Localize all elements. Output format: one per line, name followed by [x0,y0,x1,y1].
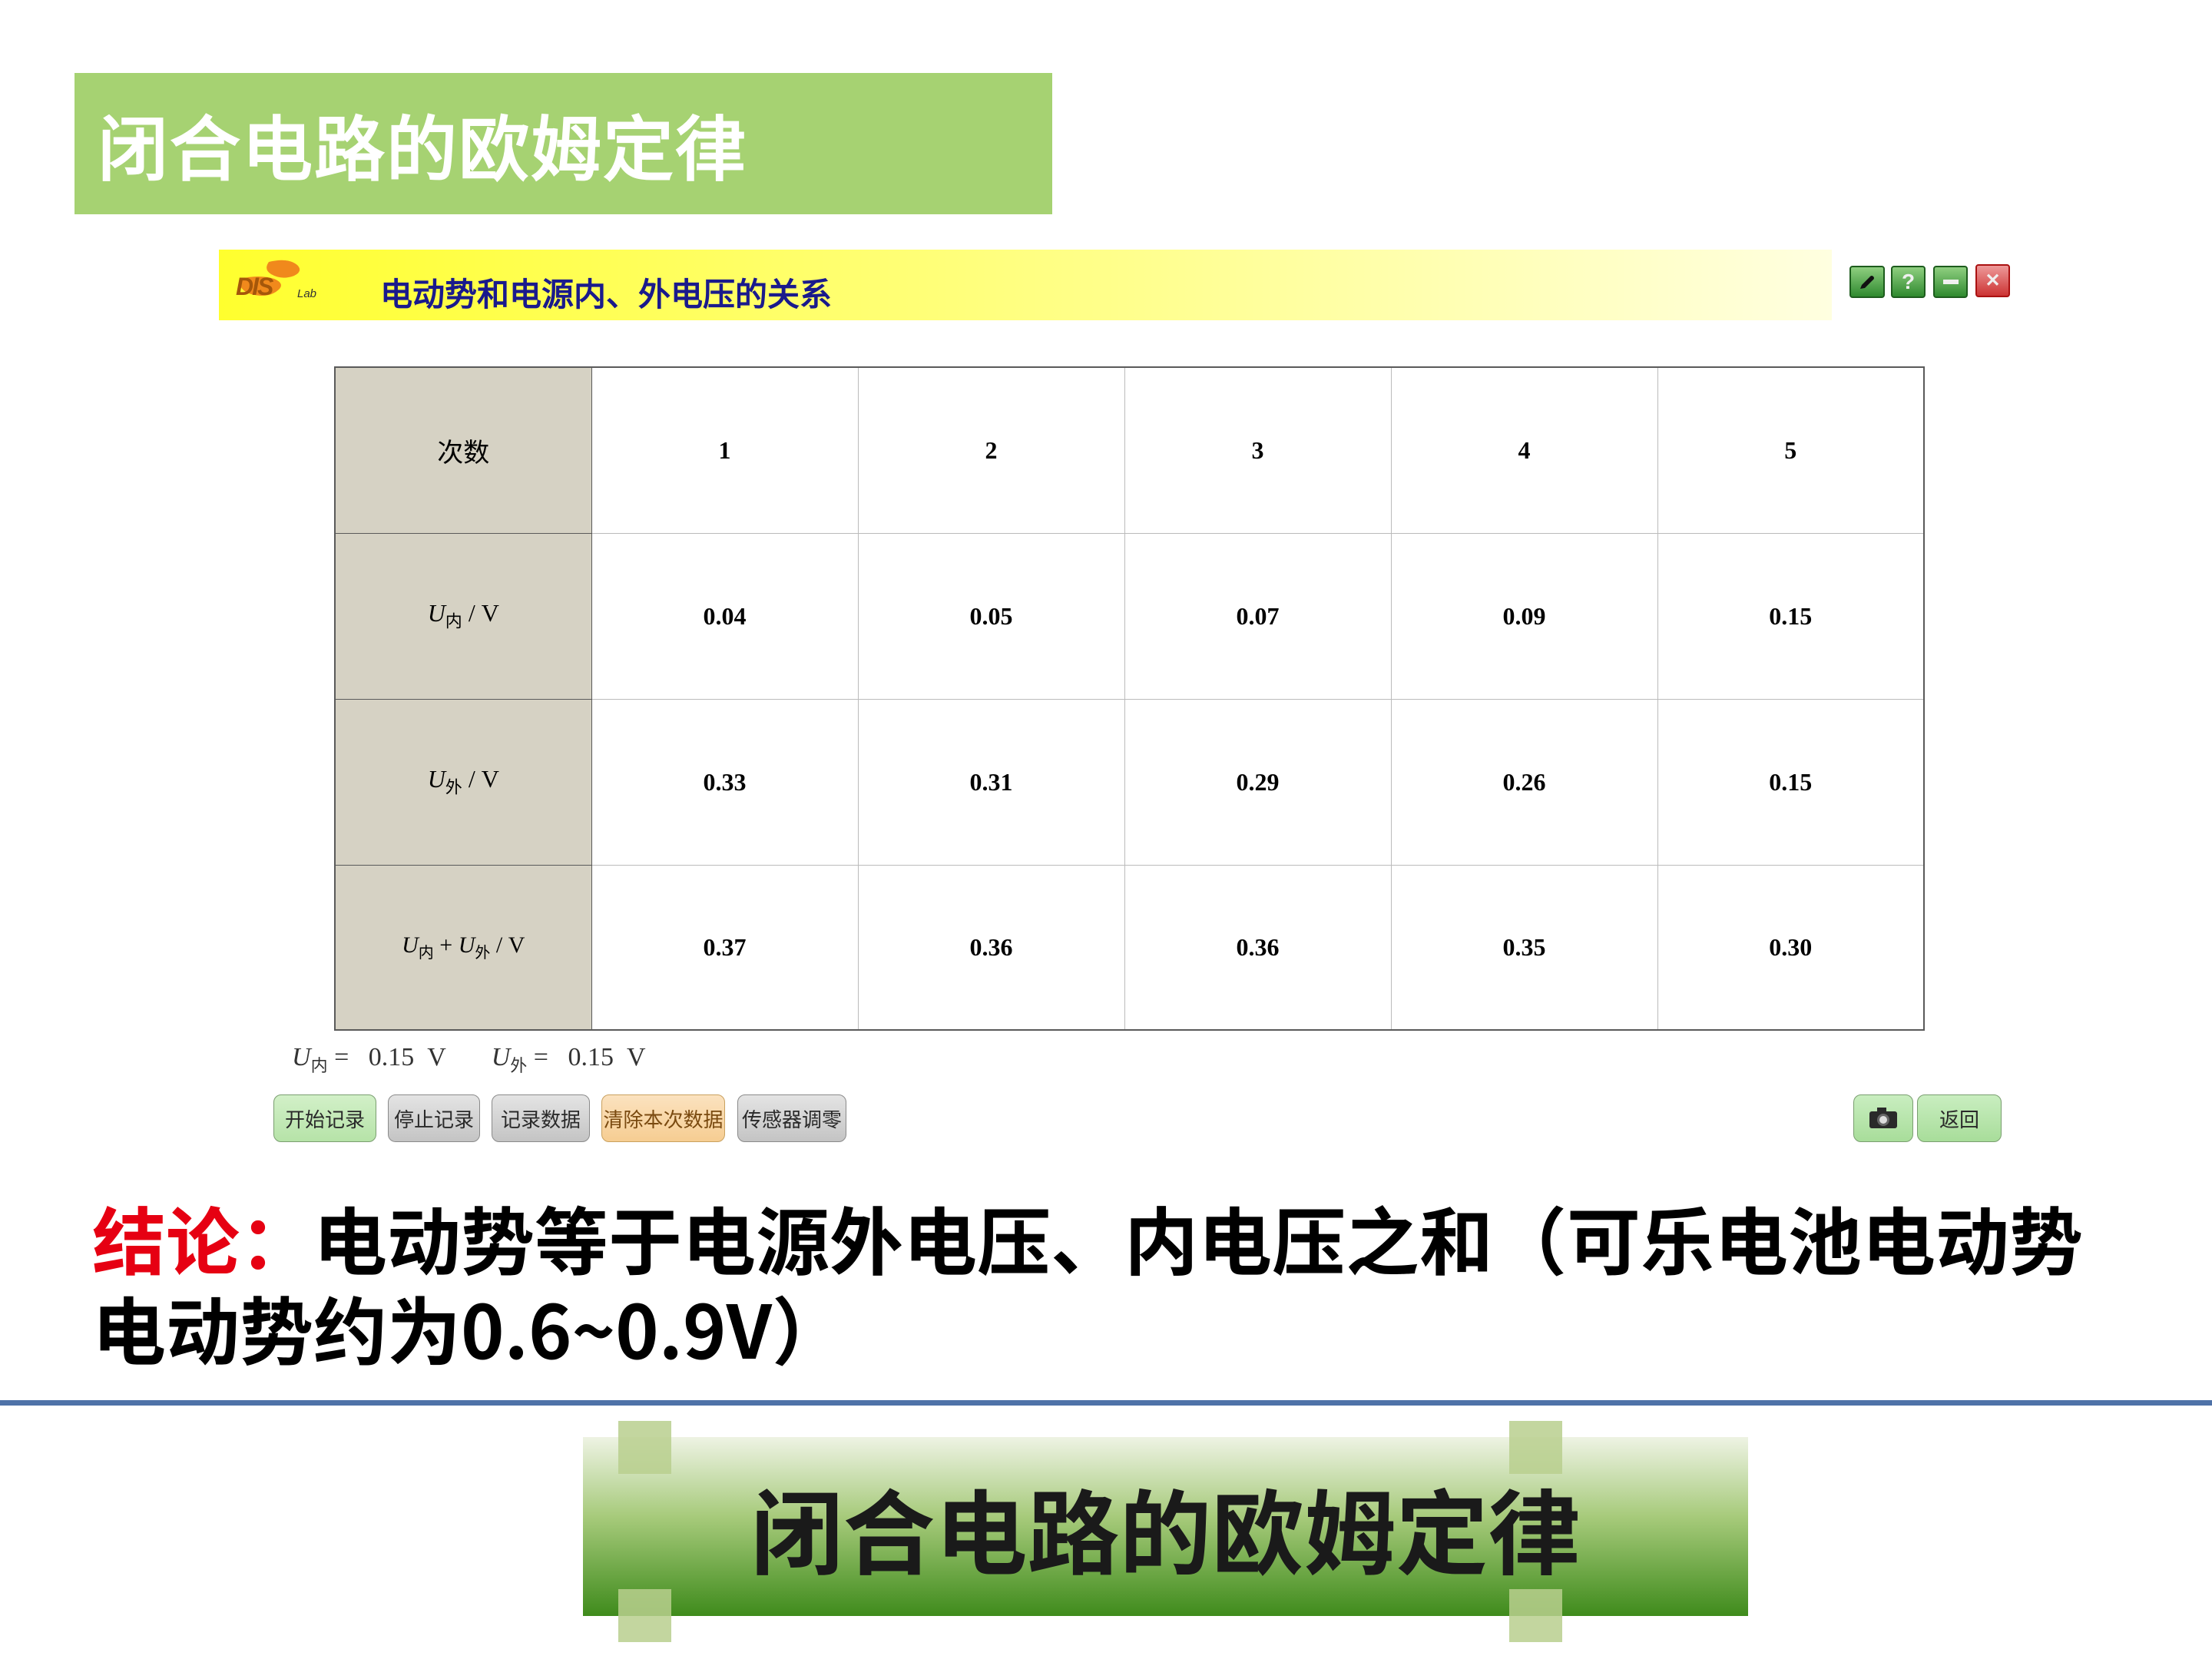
svg-text:DIS: DIS [236,273,274,300]
svg-text:Lab: Lab [297,287,316,300]
